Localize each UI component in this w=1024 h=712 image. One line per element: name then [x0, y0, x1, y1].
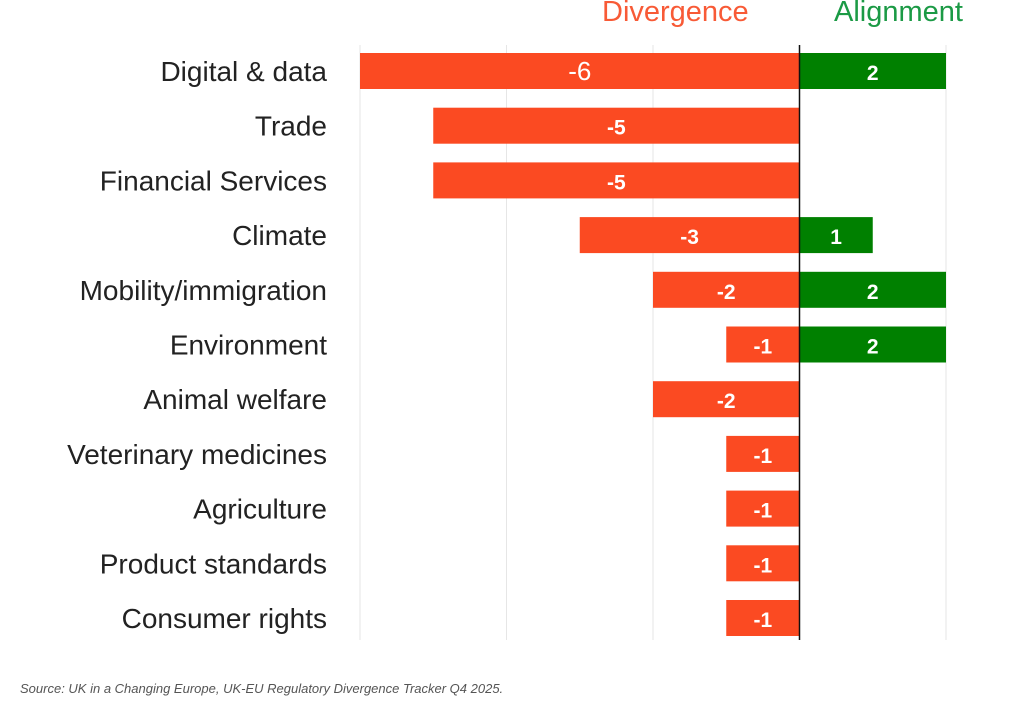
- bar-value-label: -1: [754, 336, 773, 359]
- divergence-bar: [433, 162, 800, 199]
- bar-value-label: -2: [717, 390, 736, 413]
- bar-value-label: -5: [607, 117, 626, 140]
- divergence-bar: [653, 381, 800, 418]
- alignment-bar: [799, 53, 946, 89]
- divergence-bar: [726, 545, 800, 582]
- bar-value-label: 2: [867, 281, 879, 304]
- bar-value-label: -1: [754, 500, 773, 523]
- bar-value-label: -3: [680, 226, 699, 249]
- bar-value-label: -2: [717, 281, 736, 304]
- category-label: Consumer rights: [122, 603, 327, 634]
- category-label: Trade: [255, 111, 327, 142]
- bar-value-label: 2: [867, 62, 879, 85]
- divergence-bar: [726, 435, 800, 472]
- category-label: Animal welfare: [143, 384, 327, 415]
- category-label: Mobility/immigration: [80, 275, 327, 306]
- source-note: Source: UK in a Changing Europe, UK-EU R…: [20, 681, 504, 696]
- divergence-bar: [360, 53, 800, 89]
- category-label: Product standards: [100, 548, 327, 579]
- divergence-bar: [653, 271, 800, 308]
- divergence-bar: [433, 107, 800, 144]
- bar-value-label: 1: [830, 226, 842, 249]
- alignment-header: Alignment: [834, 0, 963, 28]
- divergence-bar: [726, 490, 800, 527]
- alignment-bar: [799, 217, 873, 254]
- bar-value-label: -1: [754, 445, 773, 468]
- bar-value-label: -5: [607, 171, 626, 194]
- alignment-bar: [799, 326, 946, 363]
- category-label: Veterinary medicines: [67, 439, 327, 470]
- bar-value-label: -6: [568, 56, 591, 86]
- divergence-bar: [579, 217, 800, 254]
- category-label: Digital & data: [160, 56, 327, 87]
- category-label: Agriculture: [193, 494, 327, 525]
- category-label: Financial Services: [100, 165, 327, 196]
- category-label: Environment: [170, 330, 327, 361]
- category-label: Climate: [232, 220, 327, 251]
- divergence-header: Divergence: [602, 0, 749, 28]
- bar-value-label: 2: [867, 336, 879, 359]
- alignment-bar: [799, 271, 946, 308]
- bar-value-label: -1: [754, 554, 773, 577]
- divergence-bar: [726, 600, 800, 636]
- divergence-bar: [726, 326, 800, 363]
- bar-value-label: -1: [754, 609, 773, 632]
